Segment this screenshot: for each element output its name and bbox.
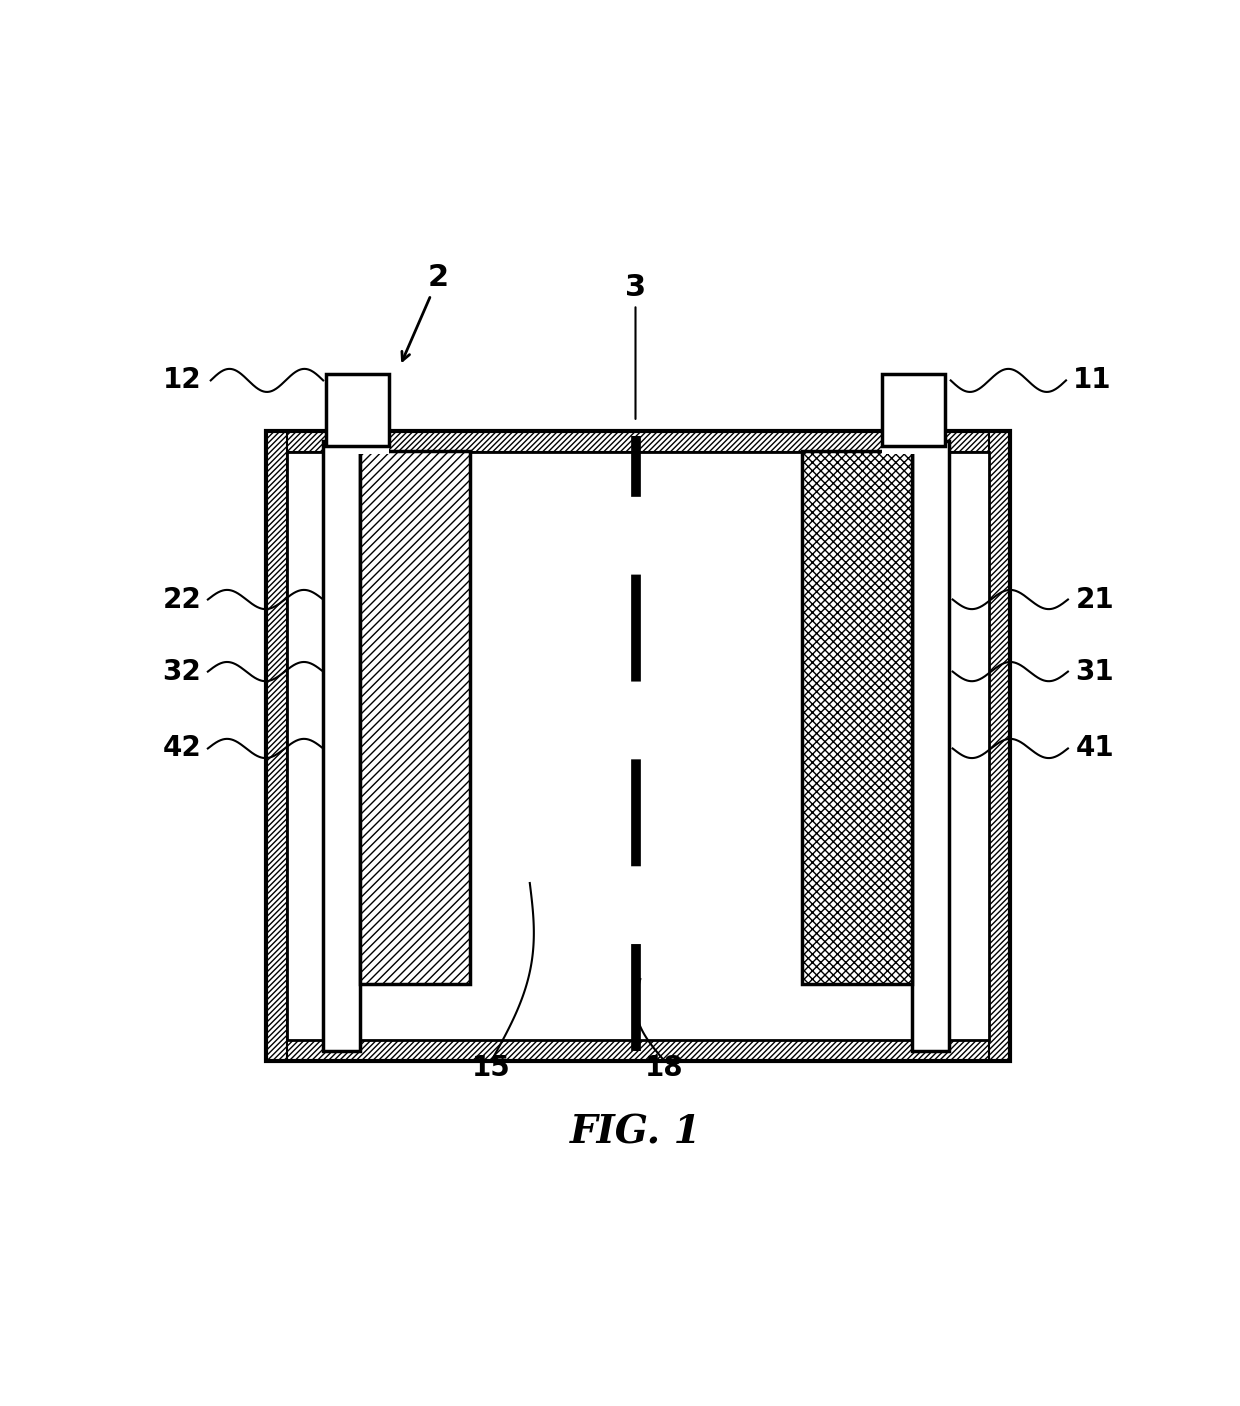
Bar [326,429,388,454]
Text: 42: 42 [162,734,201,762]
Bar [802,450,913,984]
Text: 41: 41 [1075,734,1115,762]
Bar [883,429,945,454]
Bar [326,374,388,446]
Text: 15: 15 [472,1053,511,1081]
Bar [265,432,286,1060]
Bar [265,1039,1011,1060]
Bar [360,450,470,984]
Text: 2: 2 [402,263,449,360]
Bar [883,374,945,446]
Text: 3: 3 [625,273,646,419]
Bar [990,432,1011,1060]
Text: 32: 32 [162,658,201,686]
Bar [265,432,1011,453]
Text: FIG. 1: FIG. 1 [569,1114,702,1152]
Text: 18: 18 [645,1053,683,1081]
Text: 11: 11 [1073,367,1111,395]
Bar [324,441,360,1052]
Text: 31: 31 [1075,658,1115,686]
Text: 21: 21 [1075,585,1115,613]
Text: 12: 12 [162,367,201,395]
Bar [913,441,949,1052]
Bar [265,432,1011,1060]
Text: 22: 22 [162,585,201,613]
Bar [286,453,990,1039]
